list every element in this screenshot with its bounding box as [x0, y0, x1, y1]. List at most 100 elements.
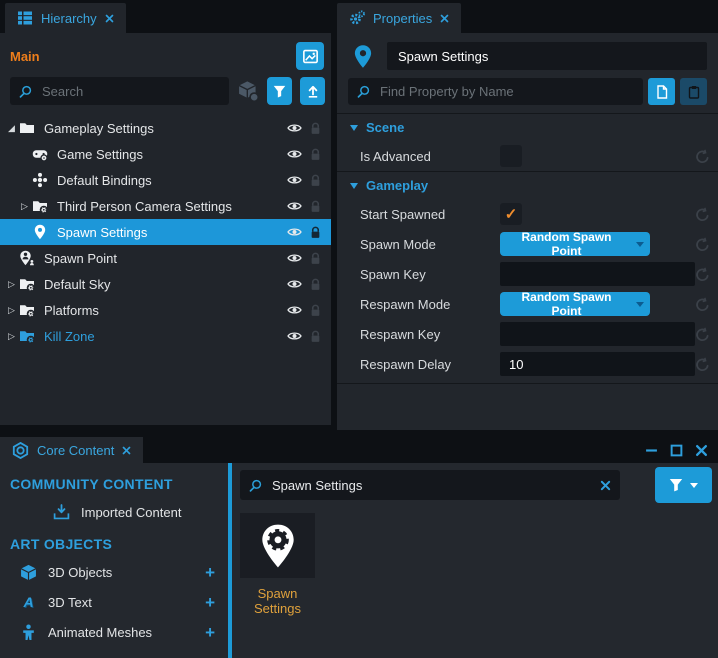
lock-icon[interactable]: [310, 304, 321, 317]
visibility-eye-icon[interactable]: [287, 278, 302, 290]
tab-core-content[interactable]: Core Content: [0, 437, 144, 463]
close-tab-icon[interactable]: [440, 14, 449, 23]
gears-icon: [349, 10, 365, 26]
reset-property-icon[interactable]: [695, 267, 710, 282]
content-filter-dropdown-button[interactable]: [655, 467, 712, 503]
property-label: Respawn Delay: [360, 356, 452, 372]
dropdown-value: Random Spawn Point: [521, 230, 612, 258]
sidebar-item-label: 3D Text: [48, 594, 92, 610]
respawn-delay-input[interactable]: [500, 352, 695, 376]
sidebar-item-3d-text[interactable]: 3D Text: [0, 587, 228, 617]
property-label: Respawn Mode: [360, 296, 451, 312]
visibility-eye-icon[interactable]: [287, 330, 302, 342]
tab-properties[interactable]: Properties: [337, 3, 462, 33]
scene-settings-button[interactable]: [296, 42, 324, 70]
tab-hierarchy[interactable]: Hierarchy: [5, 3, 126, 33]
publish-upload-button[interactable]: [300, 77, 325, 105]
reset-property-icon[interactable]: [695, 149, 710, 164]
lock-icon[interactable]: [310, 174, 321, 187]
clear-search-icon[interactable]: [600, 480, 611, 491]
sidebar-item-3d-objects[interactable]: 3D Objects: [0, 557, 228, 587]
tree-item-label: Default Bindings: [57, 172, 152, 188]
add-plus-icon[interactable]: [205, 564, 215, 581]
paste-properties-button[interactable]: [680, 78, 707, 105]
tree-item-game-settings[interactable]: Game Settings: [0, 141, 331, 167]
expand-arrow-icon[interactable]: [17, 202, 32, 211]
spawn-key-input[interactable]: [500, 262, 695, 286]
tree-item-spawn-point[interactable]: Spawn Point: [0, 245, 331, 271]
minimize-icon[interactable]: [645, 444, 658, 457]
add-plus-icon[interactable]: [205, 594, 215, 611]
visibility-eye-icon[interactable]: [287, 304, 302, 316]
section-header-scene[interactable]: Scene: [337, 114, 718, 141]
filter-funnel-icon: [669, 478, 683, 492]
expand-arrow-icon[interactable]: [4, 280, 19, 289]
bindings-dpad-icon: [32, 172, 48, 188]
reset-property-icon[interactable]: [695, 297, 710, 312]
visibility-eye-icon[interactable]: [287, 174, 302, 186]
visibility-eye-icon[interactable]: [287, 200, 302, 212]
expand-arrow-icon[interactable]: [4, 124, 19, 133]
tree-item-gameplay-settings[interactable]: Gameplay Settings: [0, 115, 331, 141]
sidebar-item-animated-meshes[interactable]: Animated Meshes: [0, 617, 228, 647]
sidebar-item-label: Animated Meshes: [48, 624, 153, 640]
copy-properties-button[interactable]: [648, 78, 675, 105]
lock-icon[interactable]: [310, 122, 321, 135]
hierarchy-filter-button[interactable]: [267, 77, 292, 105]
tree-item-third-person-camera-settings[interactable]: Third Person Camera Settings: [0, 193, 331, 219]
maximize-icon[interactable]: [670, 444, 683, 457]
respawn-mode-dropdown[interactable]: Random Spawn Point: [500, 290, 650, 318]
visibility-eye-icon[interactable]: [287, 122, 302, 134]
properties-panel: Properties Scene I: [337, 0, 718, 430]
spawn-point-icon: [19, 250, 35, 266]
game-settings-icon: [32, 146, 48, 162]
property-row-spawn-key: Spawn Key: [337, 259, 718, 289]
close-panel-icon[interactable]: [695, 444, 708, 457]
reset-property-icon[interactable]: [695, 357, 710, 372]
tree-item-platforms[interactable]: Platforms: [0, 297, 331, 323]
filter-funnel-icon: [273, 85, 286, 98]
hierarchy-search-input[interactable]: [40, 82, 220, 100]
sidebar-item-label: Imported Content: [81, 504, 182, 520]
close-tab-icon[interactable]: [122, 446, 131, 455]
content-results-area: Spawn Settings: [232, 463, 718, 658]
lock-icon[interactable]: [310, 226, 321, 239]
hierarchy-tabbar: Hierarchy: [0, 0, 331, 33]
property-row-respawn-delay: Respawn Delay: [337, 349, 718, 379]
asset-tile-spawn-settings[interactable]: Spawn Settings: [240, 513, 315, 616]
tree-item-kill-zone[interactable]: Kill Zone: [0, 323, 331, 349]
expand-arrow-icon[interactable]: [4, 332, 19, 341]
tree-item-default-sky[interactable]: Default Sky: [0, 271, 331, 297]
spawn-mode-dropdown[interactable]: Random Spawn Point: [500, 230, 650, 258]
expand-arrow-icon[interactable]: [4, 306, 19, 315]
lock-icon[interactable]: [310, 148, 321, 161]
lock-icon[interactable]: [310, 278, 321, 291]
tree-item-spawn-settings[interactable]: Spawn Settings: [0, 219, 331, 245]
sidebar-divider[interactable]: [228, 463, 232, 658]
property-row-respawn-key: Respawn Key: [337, 319, 718, 349]
is-advanced-checkbox[interactable]: [500, 145, 522, 167]
reset-property-icon[interactable]: [695, 207, 710, 222]
tree-item-default-bindings[interactable]: Default Bindings: [0, 167, 331, 193]
respawn-key-input[interactable]: [500, 322, 695, 346]
content-search-input[interactable]: [270, 476, 592, 494]
sidebar-item-imported-content[interactable]: Imported Content: [0, 497, 228, 527]
add-plus-icon[interactable]: [205, 624, 215, 641]
close-tab-icon[interactable]: [105, 14, 114, 23]
group-selection-cube-icon[interactable]: [237, 80, 259, 102]
property-row-is-advanced: Is Advanced: [337, 141, 718, 171]
section-divider: [337, 383, 718, 384]
reset-property-icon[interactable]: [695, 327, 710, 342]
lock-icon[interactable]: [310, 330, 321, 343]
reset-property-icon[interactable]: [695, 237, 710, 252]
visibility-eye-icon[interactable]: [287, 226, 302, 238]
section-header-gameplay[interactable]: Gameplay: [337, 172, 718, 199]
object-name-input[interactable]: [387, 42, 707, 70]
property-search-input[interactable]: [378, 83, 634, 100]
spawn-pin-icon: [352, 44, 374, 69]
visibility-eye-icon[interactable]: [287, 252, 302, 264]
lock-icon[interactable]: [310, 200, 321, 213]
start-spawned-checkbox[interactable]: [500, 203, 522, 225]
visibility-eye-icon[interactable]: [287, 148, 302, 160]
lock-icon[interactable]: [310, 252, 321, 265]
